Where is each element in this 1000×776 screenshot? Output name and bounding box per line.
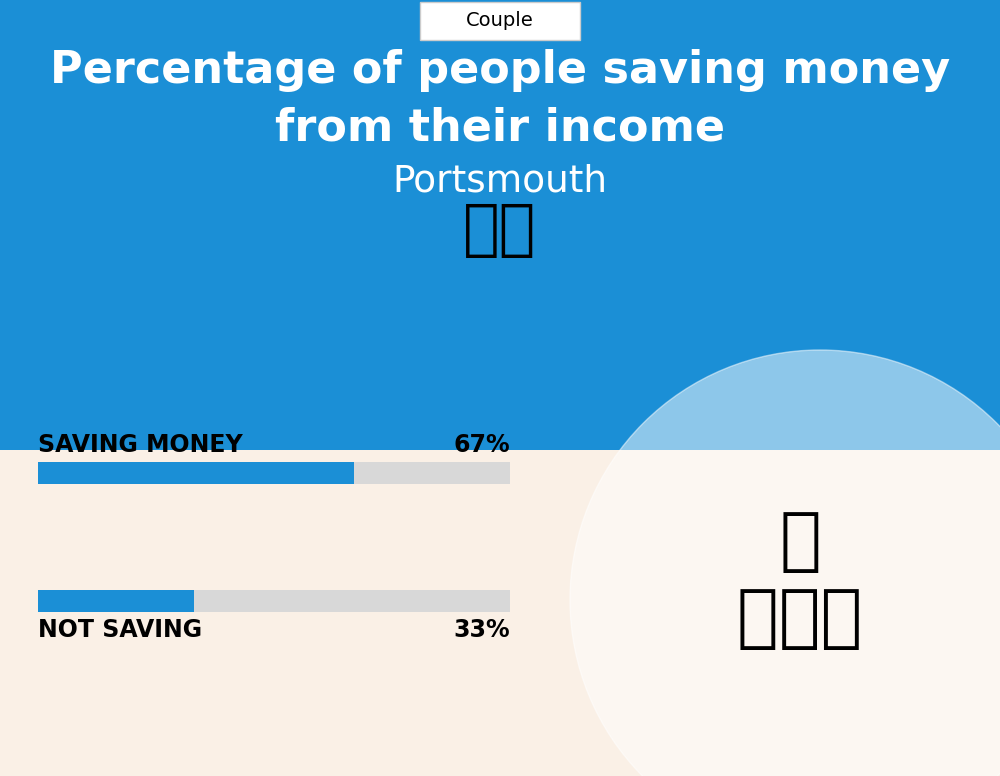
Bar <box>38 462 510 484</box>
Bar <box>38 462 354 484</box>
Circle shape <box>570 350 1000 776</box>
Text: 33%: 33% <box>453 618 510 642</box>
Bar <box>0 450 1000 776</box>
Text: 🇬🇧: 🇬🇧 <box>463 200 537 259</box>
Bar <box>38 590 194 612</box>
Text: from their income: from their income <box>275 106 725 150</box>
FancyBboxPatch shape <box>420 2 580 40</box>
Text: 67%: 67% <box>453 433 510 457</box>
Text: Couple: Couple <box>466 12 534 30</box>
Text: Percentage of people saving money: Percentage of people saving money <box>50 48 950 92</box>
Text: Portsmouth: Portsmouth <box>392 164 608 200</box>
Bar <box>38 590 510 612</box>
Text: SAVING MONEY: SAVING MONEY <box>38 433 243 457</box>
Text: NOT SAVING: NOT SAVING <box>38 618 202 642</box>
Text: 💰
👨‍👩‍👧: 💰 👨‍👩‍👧 <box>737 508 863 653</box>
Bar <box>0 0 1000 310</box>
